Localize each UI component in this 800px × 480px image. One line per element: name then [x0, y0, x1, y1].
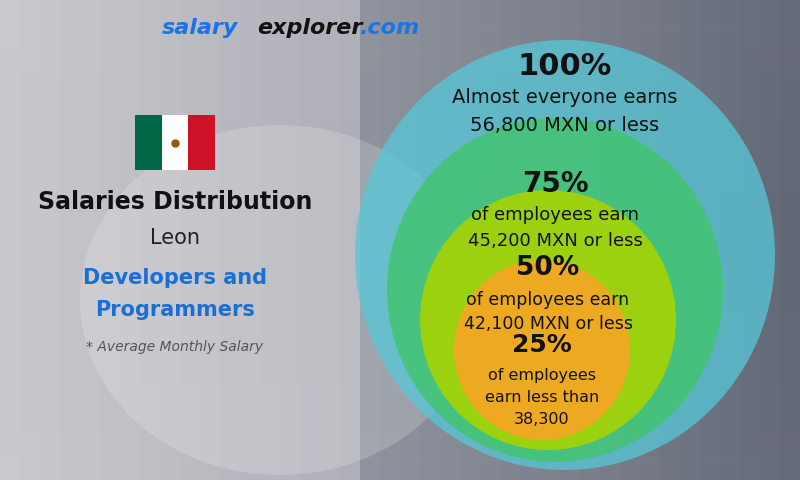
Ellipse shape: [387, 118, 723, 462]
Ellipse shape: [454, 260, 630, 440]
Text: 25%: 25%: [512, 333, 572, 357]
Text: 56,800 MXN or less: 56,800 MXN or less: [470, 116, 659, 135]
Text: of employees earn: of employees earn: [466, 291, 630, 309]
Bar: [600, 0, 621, 480]
Bar: [460, 0, 481, 480]
Bar: [260, 0, 281, 480]
Bar: [162, 115, 188, 170]
Ellipse shape: [80, 125, 480, 475]
Bar: [320, 0, 341, 480]
Bar: [200, 0, 221, 480]
Bar: [560, 0, 581, 480]
Bar: [0, 312, 800, 337]
Text: 75%: 75%: [522, 170, 588, 198]
Text: 45,200 MXN or less: 45,200 MXN or less: [467, 232, 642, 250]
Text: earn less than: earn less than: [485, 390, 599, 405]
Bar: [700, 0, 721, 480]
Ellipse shape: [420, 190, 676, 450]
Bar: [0, 24, 800, 49]
Bar: [540, 0, 561, 480]
Bar: [340, 0, 361, 480]
Bar: [0, 96, 800, 121]
Bar: [0, 240, 800, 265]
Bar: [580, 0, 601, 480]
Text: Salaries Distribution: Salaries Distribution: [38, 190, 312, 214]
Text: of employees: of employees: [488, 368, 596, 383]
Text: Leon: Leon: [150, 228, 200, 248]
Bar: [240, 0, 261, 480]
Bar: [0, 0, 21, 480]
Bar: [500, 0, 521, 480]
Bar: [640, 0, 661, 480]
Bar: [680, 0, 701, 480]
Bar: [180, 0, 201, 480]
Bar: [140, 0, 161, 480]
Bar: [0, 456, 800, 480]
Bar: [0, 168, 800, 193]
Bar: [440, 0, 461, 480]
Bar: [220, 0, 241, 480]
Bar: [60, 0, 81, 480]
Text: salary: salary: [162, 18, 238, 38]
Bar: [120, 0, 141, 480]
Bar: [80, 0, 101, 480]
Bar: [740, 0, 761, 480]
Bar: [520, 0, 541, 480]
Text: Programmers: Programmers: [95, 300, 255, 320]
Bar: [0, 144, 800, 169]
Bar: [420, 0, 441, 480]
Bar: [20, 0, 41, 480]
Text: Almost everyone earns: Almost everyone earns: [452, 88, 678, 107]
Text: 50%: 50%: [516, 255, 580, 281]
Bar: [660, 0, 681, 480]
Bar: [100, 0, 121, 480]
Bar: [480, 0, 501, 480]
Bar: [620, 0, 641, 480]
Bar: [720, 0, 741, 480]
Bar: [400, 0, 421, 480]
Bar: [0, 288, 800, 313]
Bar: [0, 264, 800, 289]
Bar: [188, 115, 215, 170]
Text: 42,100 MXN or less: 42,100 MXN or less: [463, 315, 633, 333]
Text: explorer: explorer: [258, 18, 362, 38]
Bar: [0, 120, 800, 145]
Bar: [0, 336, 800, 361]
Bar: [0, 384, 800, 409]
Bar: [160, 0, 181, 480]
Bar: [380, 0, 401, 480]
Bar: [0, 408, 800, 433]
Bar: [0, 72, 800, 97]
Bar: [135, 115, 162, 170]
Bar: [780, 0, 800, 480]
Bar: [40, 0, 61, 480]
Text: * Average Monthly Salary: * Average Monthly Salary: [86, 340, 263, 354]
Ellipse shape: [355, 40, 775, 470]
Bar: [300, 0, 321, 480]
Bar: [0, 48, 800, 73]
Bar: [760, 0, 781, 480]
Text: of employees earn: of employees earn: [471, 206, 639, 224]
Bar: [0, 360, 800, 385]
Text: Developers and: Developers and: [83, 268, 267, 288]
Bar: [0, 216, 800, 241]
Bar: [0, 432, 800, 457]
Bar: [0, 0, 800, 25]
Text: .com: .com: [360, 18, 420, 38]
Bar: [360, 0, 381, 480]
Text: 38,300: 38,300: [514, 412, 570, 427]
Bar: [0, 192, 800, 217]
Bar: [280, 0, 301, 480]
Text: 100%: 100%: [518, 52, 612, 81]
